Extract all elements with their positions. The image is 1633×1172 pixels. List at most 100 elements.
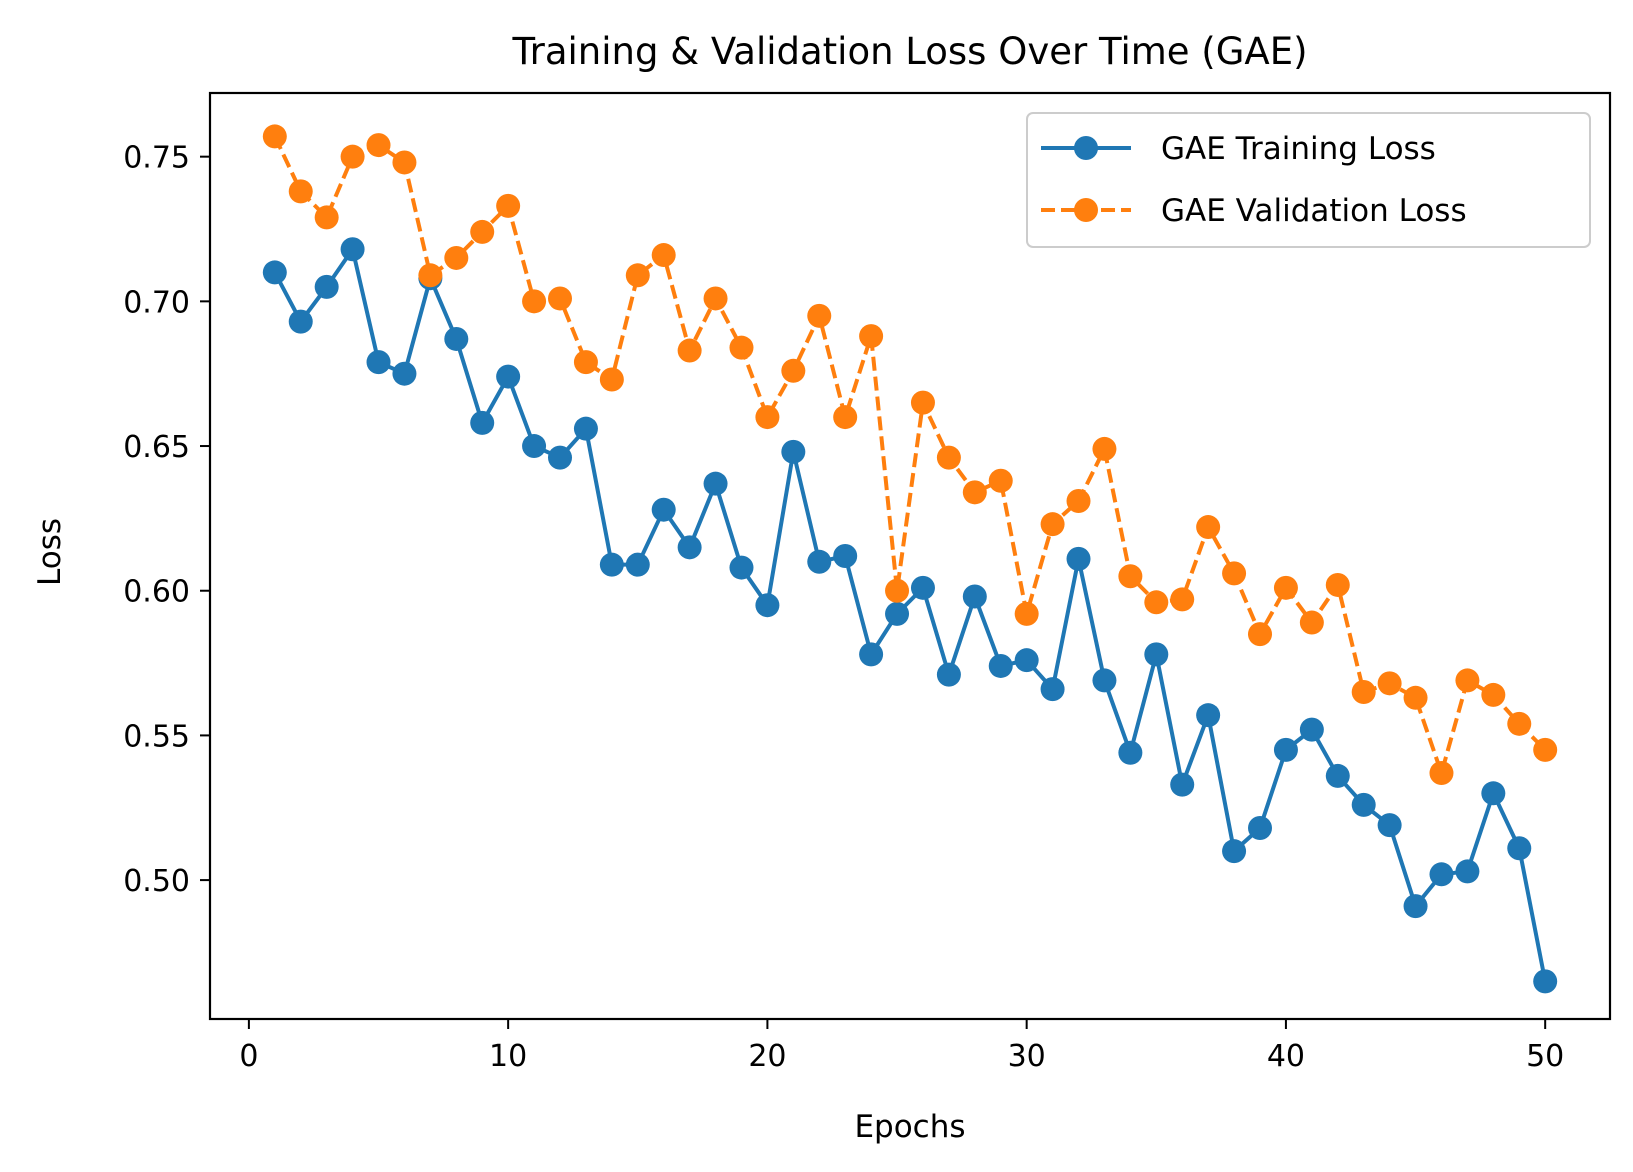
legend-entry: GAE Validation Loss bbox=[1041, 193, 1467, 229]
data-point bbox=[755, 593, 780, 618]
x-axis-label: Epochs bbox=[854, 1109, 965, 1145]
data-point bbox=[910, 575, 935, 600]
axes-frame bbox=[208, 91, 1612, 1021]
data-point bbox=[366, 133, 391, 158]
data-point bbox=[833, 405, 858, 430]
legend-entry: GAE Training Loss bbox=[1041, 131, 1436, 167]
y-tick-label: 0.70 bbox=[123, 285, 190, 320]
series-validation bbox=[262, 124, 1558, 786]
data-point bbox=[599, 367, 624, 392]
plot-area bbox=[262, 124, 1558, 994]
data-point bbox=[1118, 564, 1143, 589]
data-point bbox=[1481, 682, 1506, 707]
data-point bbox=[1533, 969, 1558, 994]
data-point bbox=[1351, 792, 1376, 817]
legend-label: GAE Validation Loss bbox=[1161, 193, 1467, 229]
data-point bbox=[885, 578, 910, 603]
x-tick-label: 20 bbox=[748, 1039, 786, 1074]
y-tick-label: 0.50 bbox=[123, 864, 190, 899]
data-point bbox=[859, 642, 884, 667]
series-training bbox=[262, 237, 1558, 994]
data-point bbox=[1014, 648, 1039, 673]
legend-label: GAE Training Loss bbox=[1161, 131, 1436, 167]
data-point bbox=[288, 179, 313, 204]
data-point bbox=[1196, 703, 1221, 728]
data-point bbox=[1170, 772, 1195, 797]
data-point bbox=[1118, 740, 1143, 765]
data-point bbox=[781, 358, 806, 383]
data-point bbox=[781, 439, 806, 464]
legend-box bbox=[1026, 112, 1591, 248]
data-point bbox=[1325, 572, 1350, 597]
data-point bbox=[1170, 587, 1195, 612]
data-point bbox=[288, 309, 313, 334]
data-point bbox=[1248, 622, 1272, 647]
x-tick-label: 0 bbox=[239, 1039, 258, 1074]
data-point bbox=[1273, 737, 1298, 762]
data-point bbox=[444, 245, 469, 270]
data-point bbox=[988, 468, 1013, 493]
data-point bbox=[936, 445, 961, 470]
data-point bbox=[625, 263, 650, 288]
data-point bbox=[599, 552, 624, 577]
data-point bbox=[1040, 677, 1065, 702]
data-point bbox=[1351, 680, 1376, 705]
data-point bbox=[1455, 668, 1480, 693]
data-point bbox=[1222, 561, 1247, 586]
data-point bbox=[548, 286, 572, 311]
y-tick-label: 0.55 bbox=[123, 719, 190, 754]
data-point bbox=[573, 416, 598, 441]
data-point bbox=[1092, 436, 1117, 461]
data-point bbox=[314, 205, 339, 230]
y-axis-label: Loss bbox=[32, 518, 68, 586]
data-point bbox=[807, 303, 832, 328]
x-tick-label: 30 bbox=[1008, 1039, 1046, 1074]
data-point bbox=[392, 150, 417, 175]
x-tick-label: 40 bbox=[1267, 1039, 1305, 1074]
data-point bbox=[262, 124, 287, 149]
data-point bbox=[548, 445, 572, 470]
data-point bbox=[1429, 862, 1454, 887]
legend: GAE Training Loss GAE Validation Loss bbox=[1026, 112, 1591, 248]
data-point bbox=[470, 219, 495, 244]
data-point bbox=[1014, 601, 1039, 626]
data-point bbox=[755, 405, 780, 430]
data-point bbox=[833, 544, 858, 568]
data-point bbox=[677, 535, 702, 560]
data-point bbox=[1092, 668, 1117, 693]
data-point bbox=[859, 324, 884, 349]
data-point bbox=[1273, 575, 1298, 600]
data-point bbox=[910, 390, 935, 415]
data-point bbox=[1507, 711, 1532, 736]
data-point bbox=[962, 480, 987, 505]
data-point bbox=[1377, 671, 1402, 696]
data-point bbox=[444, 326, 469, 351]
data-point bbox=[703, 286, 728, 311]
legend-swatch-marker bbox=[1074, 136, 1098, 160]
data-point bbox=[1144, 642, 1169, 667]
data-point bbox=[1040, 512, 1065, 537]
data-point bbox=[1299, 610, 1324, 635]
data-point bbox=[1066, 489, 1091, 514]
axes: 0 10 20 30 40 50 0.50 0.55 0.60 0.65 0.70 0.75 bbox=[123, 91, 1612, 1074]
data-point bbox=[1455, 859, 1480, 884]
x-tick-label: 10 bbox=[489, 1039, 527, 1074]
y-tick-label: 0.60 bbox=[123, 575, 190, 610]
data-point bbox=[1507, 836, 1532, 861]
y-tick-label: 0.75 bbox=[123, 141, 190, 176]
data-point bbox=[962, 584, 987, 609]
data-point bbox=[366, 350, 391, 375]
data-point bbox=[1403, 685, 1428, 710]
data-point bbox=[340, 237, 365, 262]
data-point bbox=[651, 243, 676, 268]
legend-swatch-marker bbox=[1074, 198, 1098, 222]
data-point bbox=[936, 662, 961, 687]
data-point bbox=[1429, 761, 1454, 786]
data-point bbox=[1299, 717, 1324, 742]
data-point bbox=[470, 410, 495, 435]
data-point bbox=[885, 601, 910, 626]
data-point bbox=[807, 549, 832, 574]
data-point bbox=[988, 653, 1013, 678]
data-point bbox=[392, 361, 417, 386]
